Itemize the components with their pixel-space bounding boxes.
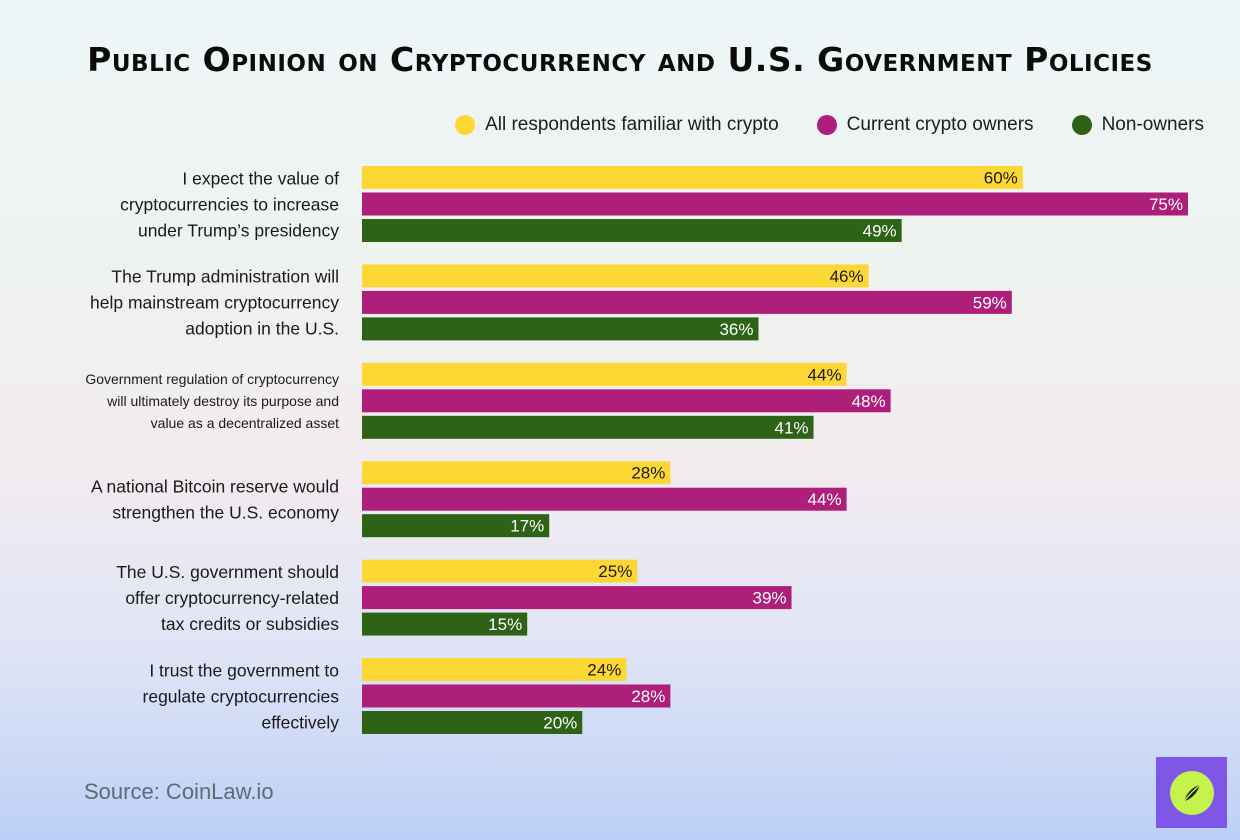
category-label: The Trump administration will help mainst…	[90, 267, 339, 339]
bar-value-label: 48%	[852, 392, 886, 411]
bar-value-label: 28%	[631, 464, 665, 483]
bar-value-label: 46%	[830, 267, 864, 286]
chart-legend: All respondents familiar with crypto Cur…	[455, 114, 1204, 136]
bar-non-owners	[362, 711, 583, 734]
bar-value-label: 49%	[863, 222, 897, 241]
compass-logo-icon	[1169, 770, 1214, 815]
legend-swatch-non-owners	[1071, 115, 1092, 135]
bar-value-label: 75%	[1149, 195, 1183, 214]
bar-current-owners	[362, 192, 1188, 216]
bar-value-label: 17%	[510, 517, 544, 536]
bar-value-label: 15%	[488, 615, 522, 634]
bar-all-respondents	[362, 166, 1023, 189]
legend-item-non-owners: Non-owners	[1071, 114, 1204, 136]
legend-swatch-all-respondents	[455, 115, 476, 135]
bar-all-respondents	[362, 264, 869, 288]
legend-item-all-respondents: All respondents familiar with crypto	[455, 114, 779, 136]
bar-current-owners	[362, 487, 847, 511]
bar-value-label: 60%	[984, 169, 1018, 188]
bar-non-owners	[362, 317, 759, 341]
brand-logo[interactable]	[1156, 757, 1227, 828]
legend-swatch-current-owners	[816, 115, 837, 135]
bar-value-label: 28%	[631, 687, 665, 706]
bar-all-respondents	[362, 658, 627, 681]
bar-value-label: 25%	[598, 562, 632, 581]
bar-current-owners	[362, 290, 1012, 314]
source-note: Source: CoinLaw.io	[84, 779, 274, 804]
category-label: A national Bitcoin reserve would strength…	[91, 477, 339, 523]
bar-value-label: 20%	[543, 714, 577, 733]
bar-non-owners	[362, 219, 902, 242]
legend-label-all-respondents: All respondents familiar with crypto	[485, 114, 779, 135]
legend-item-current-owners: Current crypto owners	[816, 114, 1034, 136]
bar-value-label: 39%	[752, 589, 786, 608]
bar-non-owners	[362, 415, 814, 439]
chart-title: Public Opinion on Cryptocurrency and U.S…	[87, 40, 1153, 79]
compass-needle-icon	[1182, 783, 1200, 801]
bar-non-owners	[362, 612, 528, 636]
bar-current-owners	[362, 684, 671, 708]
bar-value-label: 36%	[719, 320, 753, 339]
bar-value-label: 59%	[973, 293, 1007, 312]
legend-label-non-owners: Non-owners	[1101, 114, 1204, 135]
legend-label-current-owners: Current crypto owners	[846, 114, 1034, 135]
category-label: I expect the value of cryptocurrencies to…	[120, 168, 339, 240]
category-label: Government regulation of cryptocurrency w…	[85, 371, 339, 431]
bar-value-label: 44%	[808, 490, 842, 509]
bar-current-owners	[362, 389, 891, 413]
bar-non-owners	[362, 514, 550, 538]
category-label: The U.S. government should offer cryptocu…	[116, 562, 339, 634]
category-label: I trust the government to regulate crypto…	[143, 660, 340, 732]
bar-all-respondents	[362, 559, 638, 583]
bar-all-respondents	[362, 461, 671, 485]
bar-value-label: 24%	[587, 661, 621, 680]
bar-current-owners	[362, 586, 792, 610]
bar-all-respondents	[362, 362, 847, 386]
bar-value-label: 44%	[808, 365, 842, 384]
bar-value-label: 41%	[775, 418, 809, 437]
